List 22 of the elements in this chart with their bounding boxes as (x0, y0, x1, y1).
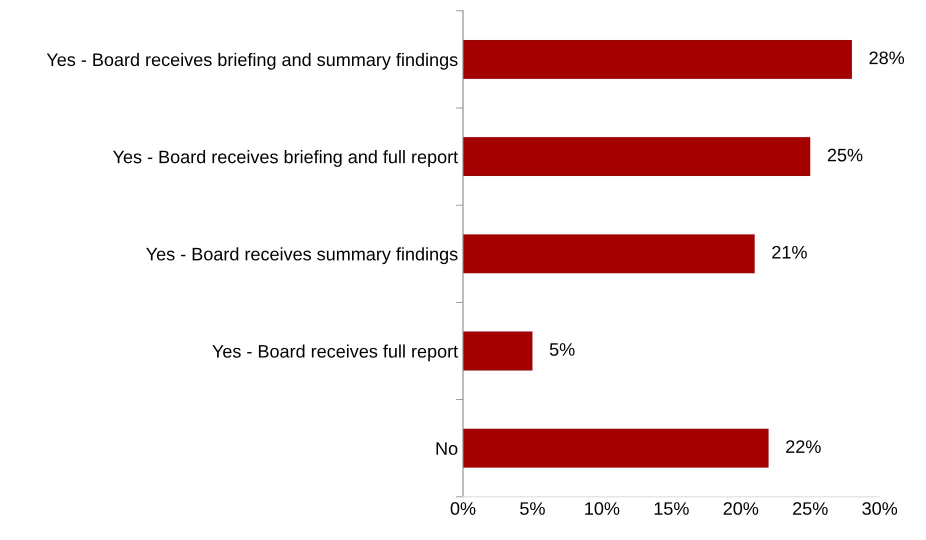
data-label: 21% (772, 246, 807, 259)
y-tick-label: Yes - Board receives briefing and full report (112, 150, 458, 167)
x-tick-label: 15% (654, 502, 689, 515)
data-label: 28% (869, 51, 904, 64)
x-tick-label: 30% (862, 502, 898, 515)
bar (463, 428, 769, 468)
x-tick-label: 25% (793, 502, 828, 515)
bar (463, 137, 810, 176)
bar (463, 40, 852, 79)
data-label: 5% (550, 343, 575, 356)
y-tick-label: Yes - Board receives summary findings (146, 247, 458, 264)
x-tick-label: 5% (520, 502, 545, 515)
x-tick-label: 10% (585, 502, 620, 515)
x-tick-label: 20% (724, 502, 758, 515)
bar (463, 332, 532, 370)
data-label: 25% (828, 148, 862, 162)
data-label: 22% (786, 440, 821, 453)
y-tick-label: Yes - Board receives full report (212, 344, 458, 362)
x-tick-label: 0% (450, 502, 476, 515)
y-tick-label: No (436, 442, 458, 455)
y-tick-label: Yes - Board receives briefing and summary findings (46, 52, 458, 70)
bar (463, 234, 755, 274)
